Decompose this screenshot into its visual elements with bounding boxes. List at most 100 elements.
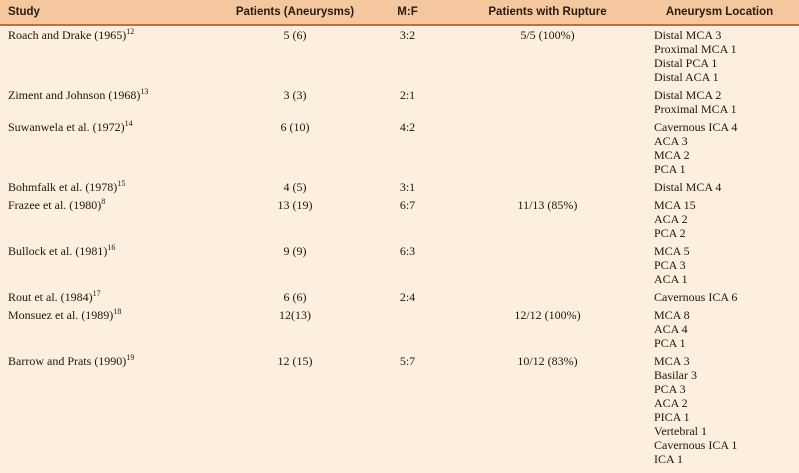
- location-line: Distal MCA 2: [654, 88, 722, 102]
- table-row: Roach and Drake (1965)12 5 (6) 3:2 5/5 (…: [0, 26, 799, 86]
- rupture-cell: 12/12 (100%): [514, 308, 581, 322]
- location-line: MCA 8: [654, 308, 690, 322]
- patients-cell: 3 (3): [283, 88, 307, 102]
- location-cell: MCA 8 ACA 4 PCA 1: [640, 308, 799, 350]
- location-line: MCA 15: [654, 198, 696, 212]
- mf-cell: 6:7: [399, 198, 416, 212]
- study-name: Suwanwela et al. (1972): [8, 120, 125, 134]
- table-row: Suwanwela et al. (1972)14 6 (10) 4:2 Cav…: [0, 118, 799, 178]
- location-line: Vertebral 1: [654, 424, 707, 438]
- location-line: Proximal MCA 1: [654, 42, 737, 56]
- study-name: Roach and Drake (1965): [8, 28, 127, 42]
- patients-cell: 4 (5): [283, 180, 307, 194]
- mf-cell: 2:1: [399, 88, 416, 102]
- rupture-cell: 5/5 (100%): [520, 28, 575, 42]
- reference-superscript: 18: [113, 307, 122, 316]
- location-line: ICA 1: [654, 452, 684, 466]
- rupture-cell: [455, 290, 640, 304]
- study-name: Bullock et al. (1981): [8, 244, 108, 258]
- mf-cell: 5:7: [399, 354, 416, 368]
- table-row: Barrow and Prats (1990)19 12 (15) 5:7 10…: [0, 352, 799, 468]
- location-cell: Distal MCA 4: [640, 180, 799, 194]
- study-cell: Monsuez et al. (1989)18: [0, 308, 230, 350]
- study-cell: Frazee et al. (1980)8: [0, 198, 230, 240]
- location-line: PCA 3: [654, 382, 686, 396]
- reference-superscript: 13: [140, 87, 149, 96]
- location-line: MCA 5: [654, 244, 690, 258]
- table-header-row: Study Patients (Aneurysms) M:F Patients …: [0, 0, 799, 26]
- location-line: Cavernous ICA 4: [654, 120, 738, 134]
- mf-cell: 4:2: [399, 120, 416, 134]
- location-line: MCA 3: [654, 354, 690, 368]
- table-row: Bullock et al. (1981)16 9 (9) 6:3 MCA 5 …: [0, 242, 799, 288]
- study-cell: Roach and Drake (1965)12: [0, 28, 230, 84]
- study-name: Monsuez et al. (1989): [8, 308, 114, 322]
- rupture-cell: [455, 88, 640, 116]
- column-header-rupture: Patients with Rupture: [488, 6, 607, 18]
- location-line: Proximal MCA 1: [654, 102, 737, 116]
- study-cell: Suwanwela et al. (1972)14: [0, 120, 230, 176]
- mf-cell: [360, 308, 455, 350]
- patients-cell: 6 (6): [283, 290, 307, 304]
- location-line: Cavernous ICA 6: [654, 290, 738, 304]
- table-row: Ziment and Johnson (1968)13 3 (3) 2:1 Di…: [0, 86, 799, 118]
- rupture-cell: 11/13 (85%): [517, 198, 578, 212]
- mf-cell: 3:1: [399, 180, 416, 194]
- location-cell: MCA 15 ACA 2 PCA 2: [640, 198, 799, 240]
- rupture-cell: [455, 180, 640, 194]
- study-name: Ziment and Johnson (1968): [8, 88, 141, 102]
- reference-superscript: 14: [124, 119, 133, 128]
- rupture-cell: [455, 244, 640, 286]
- reference-superscript: 19: [126, 353, 135, 362]
- mf-cell: 3:2: [399, 28, 416, 42]
- patients-cell: 9 (9): [283, 244, 307, 258]
- location-line: MCA 2: [654, 148, 690, 162]
- study-name: Frazee et al. (1980): [8, 198, 102, 212]
- reference-superscript: 12: [126, 27, 135, 36]
- study-name: Barrow and Prats (1990): [8, 354, 127, 368]
- reference-superscript: 15: [117, 179, 126, 188]
- table-row: Frazee et al. (1980)8 13 (19) 6:7 11/13 …: [0, 196, 799, 242]
- reference-superscript: 16: [107, 243, 116, 252]
- patients-cell: 6 (10): [280, 120, 310, 134]
- reference-superscript: 17: [92, 289, 101, 298]
- patients-cell: 13 (19): [277, 198, 313, 212]
- rupture-cell: 10/12 (83%): [517, 354, 578, 368]
- location-cell: Cavernous ICA 6: [640, 290, 799, 304]
- rupture-cell: [455, 120, 640, 176]
- location-line: Basilar 3: [654, 368, 697, 382]
- location-cell: Distal MCA 3 Proximal MCA 1 Distal PCA 1…: [640, 28, 799, 84]
- column-header-patients: Patients (Aneurysms): [235, 6, 355, 18]
- location-line: PCA 3: [654, 258, 686, 272]
- table-row: Rout et al. (1984)17 6 (6) 2:4 Cavernous…: [0, 288, 799, 306]
- study-cell: Bullock et al. (1981)16: [0, 244, 230, 286]
- mf-cell: 2:4: [399, 290, 416, 304]
- location-line: ACA 4: [654, 322, 688, 336]
- location-line: PICA 1: [654, 410, 690, 424]
- location-line: ACA 2: [654, 212, 688, 226]
- table-row: Bohmfalk et al. (1978)15 4 (5) 3:1 Dista…: [0, 178, 799, 196]
- location-line: Cavernous ICA 1: [654, 438, 738, 452]
- location-cell: Distal MCA 2 Proximal MCA 1: [640, 88, 799, 116]
- location-line: ACA 2: [654, 396, 688, 410]
- location-cell: MCA 3 Basilar 3 PCA 3 ACA 2 PICA 1 Verte…: [640, 354, 799, 466]
- location-line: ACA 1: [654, 272, 688, 286]
- study-cell: Bohmfalk et al. (1978)15: [0, 179, 230, 195]
- study-name: Rout et al. (1984): [8, 290, 93, 304]
- location-line: Distal PCA 1: [654, 56, 718, 70]
- location-cell: MCA 5 PCA 3 ACA 1: [640, 244, 799, 286]
- study-cell: Ziment and Johnson (1968)13: [0, 88, 230, 116]
- location-line: PCA 1: [654, 336, 686, 350]
- location-line: ACA 3: [654, 134, 688, 148]
- patients-cell: 5 (6): [283, 28, 307, 42]
- patients-cell: 12 (15): [277, 354, 313, 368]
- mf-cell: 6:3: [399, 244, 416, 258]
- column-header-location: Aneurysm Location: [665, 6, 774, 18]
- column-header-mf: M:F: [397, 6, 418, 18]
- location-cell: Cavernous ICA 4 ACA 3 MCA 2 PCA 1: [640, 120, 799, 176]
- location-line: Distal ACA 1: [654, 70, 719, 84]
- location-line: Distal MCA 4: [654, 180, 722, 194]
- study-name: Bohmfalk et al. (1978): [8, 180, 118, 194]
- study-cell: Rout et al. (1984)17: [0, 289, 230, 305]
